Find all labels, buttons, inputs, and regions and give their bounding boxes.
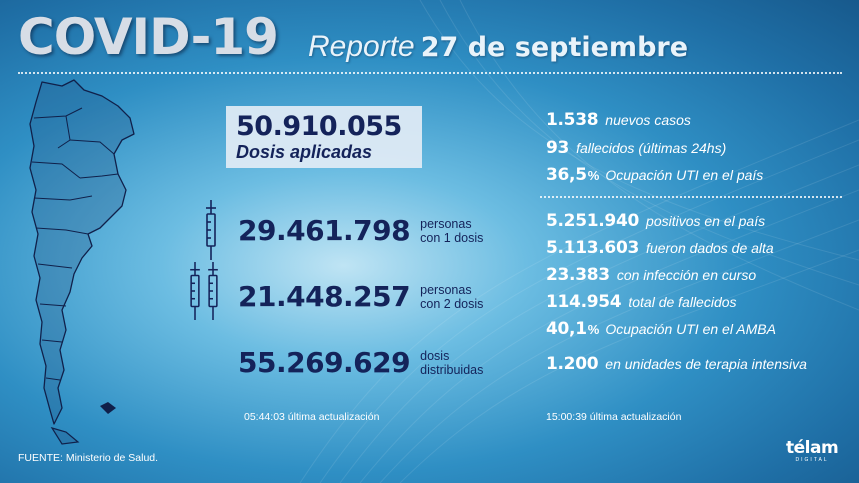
stat-value: 1.200	[546, 354, 599, 374]
stat-value: 114.954	[546, 292, 622, 312]
applied-doses-value: 50.910.055	[236, 111, 402, 142]
stat-row: 23.383 con infección en curso	[546, 265, 756, 285]
syringe-icon	[190, 262, 200, 320]
stat-text: en unidades de terapia intensiva	[605, 356, 807, 372]
subtitle-date: 27 de septiembre	[420, 32, 689, 63]
stat-row: 114.954 total de fallecidos	[546, 292, 737, 312]
stat-row: 36,5 % Ocupación UTI en el país	[546, 165, 763, 185]
stat-row: 40,1 % Ocupación UTI en el AMBA	[546, 319, 776, 339]
telam-logo: télam DIGITAL	[786, 438, 839, 464]
first-dose-label: personas con 1 dosis	[420, 216, 484, 245]
distributed-doses-row: 55.269.629 dosis distribuidas	[238, 346, 483, 379]
stat-text: nuevos casos	[605, 112, 691, 128]
stat-row: 5.113.603 fueron dados de alta	[546, 238, 774, 258]
vaccination-update-time: 05:44:03	[244, 411, 285, 423]
stat-value: 5.251.940	[546, 211, 640, 231]
source-note: FUENTE: Ministerio de Salud.	[18, 452, 159, 464]
distributed-doses-label: dosis distribuidas	[420, 348, 484, 377]
logo-name: télam	[786, 438, 839, 458]
stats-update-label: última actualización	[589, 411, 682, 423]
first-dose-row: 29.461.798 personas con 1 dosis	[238, 214, 483, 247]
stats-divider	[540, 196, 842, 198]
page-title: COVID-19	[18, 8, 279, 66]
stat-row: 93 fallecidos (últimas 24hs)	[546, 138, 726, 158]
stats-update-time: 15:00:39	[546, 411, 587, 423]
subtitle-report: Reporte	[308, 30, 415, 63]
second-dose-value: 21.448.257	[238, 280, 411, 313]
distributed-doses-value: 55.269.629	[238, 346, 411, 379]
applied-doses-label: Dosis aplicadas	[236, 142, 373, 162]
vaccination-update-label: última actualización	[287, 411, 380, 423]
second-dose-row: 21.448.257 personas con 2 dosis	[238, 280, 483, 313]
first-dose-value: 29.461.798	[238, 214, 411, 247]
applied-doses-box: 50.910.055 Dosis aplicadas	[226, 106, 422, 168]
stat-row: 5.251.940 positivos en el país	[546, 211, 765, 231]
second-dose-label: personas con 2 dosis	[420, 282, 484, 311]
stat-value: 40,1	[546, 319, 587, 339]
stat-percent: %	[587, 322, 600, 337]
stats-update: 15:00:39 última actualización	[546, 411, 681, 423]
stat-text: total de fallecidos	[628, 294, 737, 310]
report-date: Reporte 27 de septiembre	[308, 30, 688, 64]
syringe-icon	[208, 262, 218, 320]
argentina-map-icon	[29, 79, 135, 445]
vaccination-update: 05:44:03 última actualización	[244, 411, 379, 423]
stat-text: fallecidos (últimas 24hs)	[576, 140, 727, 156]
stat-value: 93	[546, 138, 570, 158]
stat-text: Ocupación UTI en el AMBA	[605, 321, 776, 337]
syringe-icon	[206, 200, 216, 260]
stat-row: 1.538 nuevos casos	[546, 110, 691, 130]
stat-text: Ocupación UTI en el país	[605, 167, 764, 183]
stat-value: 23.383	[546, 265, 610, 285]
stat-value: 36,5	[546, 165, 587, 185]
stat-row: 1.200 en unidades de terapia intensiva	[546, 354, 807, 374]
stat-text: con infección en curso	[616, 267, 757, 283]
stat-text: fueron dados de alta	[646, 240, 774, 256]
header-divider	[18, 72, 842, 74]
stat-value: 1.538	[546, 110, 599, 130]
stat-value: 5.113.603	[546, 238, 640, 258]
logo-sub: DIGITAL	[795, 457, 829, 463]
stat-text: positivos en el país	[646, 213, 766, 229]
stat-percent: %	[587, 168, 600, 183]
